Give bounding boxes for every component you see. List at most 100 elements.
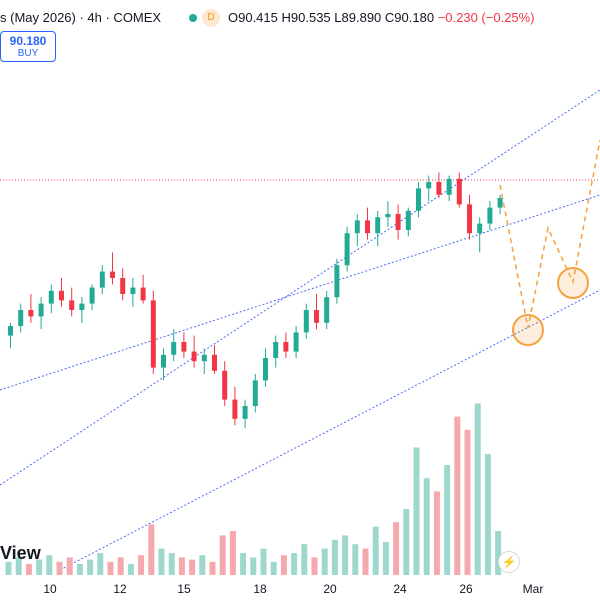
x-tick: 24 — [393, 582, 407, 596]
candle-body — [273, 342, 279, 358]
candle-body — [354, 220, 360, 234]
high-value: H90.535 — [281, 10, 331, 25]
candle-body — [252, 380, 258, 406]
candle-body — [456, 178, 462, 205]
candle-body — [140, 287, 146, 301]
volume-bar — [148, 524, 155, 575]
volume-bar — [423, 478, 430, 575]
change-value: −0.230 (−0.25%) — [437, 10, 535, 25]
chart-header: s (May 2026) · 4h · COMEX D O90.415 H90.… — [0, 0, 600, 36]
candle-body — [416, 188, 421, 211]
volume-bar — [25, 564, 32, 575]
x-tick: 12 — [113, 582, 127, 596]
candle-body — [344, 233, 350, 266]
projection-target-circle — [557, 267, 589, 299]
candle-body — [446, 178, 452, 195]
data-source-badge[interactable]: D — [202, 9, 220, 27]
projection-path — [499, 139, 600, 329]
x-tick: Mar — [522, 582, 544, 596]
volume-bar — [393, 522, 400, 575]
volume-bar — [270, 561, 277, 575]
candle-body — [375, 217, 381, 234]
volume-bar — [352, 544, 359, 575]
volume-bar — [199, 555, 206, 575]
price-chart[interactable] — [0, 0, 600, 580]
volume-bar — [15, 557, 22, 575]
volume-bar — [240, 553, 247, 575]
low-value: L89.890 — [334, 10, 382, 25]
volume-bar — [189, 559, 196, 575]
candle-body — [467, 204, 472, 234]
candle-body — [18, 310, 24, 326]
candle-body — [324, 297, 330, 323]
candle-body — [212, 354, 217, 371]
candle-body — [222, 370, 228, 400]
volume-bar — [433, 491, 440, 575]
candle-body — [426, 182, 432, 189]
candle-body — [150, 300, 156, 368]
volume-bar — [413, 447, 420, 575]
close-value: C90.180 — [384, 10, 435, 25]
candle-body — [334, 265, 340, 298]
candle-body — [477, 223, 483, 234]
candle-body — [436, 182, 442, 195]
candle-body — [110, 271, 115, 278]
candle-body — [395, 214, 401, 230]
candle-body — [405, 210, 411, 230]
candle-body — [38, 303, 44, 317]
volume-bar — [474, 403, 481, 575]
lightning-icon[interactable]: ⚡ — [498, 551, 520, 573]
symbol-title[interactable]: s (May 2026) · 4h · COMEX — [0, 10, 162, 25]
x-tick: 26 — [459, 582, 473, 596]
candle-body — [59, 290, 64, 301]
volume-bar — [444, 465, 451, 575]
candle-body — [232, 399, 238, 419]
volume-bar — [464, 429, 471, 575]
channel-middle-line — [0, 194, 600, 391]
candle-body — [120, 278, 126, 294]
candle-body — [303, 310, 309, 333]
market-open-indicator — [189, 14, 197, 22]
volume-bar — [280, 555, 287, 575]
volume-bar — [117, 557, 124, 575]
candle-body — [48, 290, 54, 304]
volume-bar — [311, 557, 318, 575]
volume-bar — [484, 454, 491, 575]
volume-bar — [321, 548, 328, 575]
volume-bar — [138, 555, 145, 575]
open-value: O90.415 — [228, 10, 278, 25]
candle-body — [201, 354, 207, 362]
candle-body — [497, 198, 503, 208]
candle-body — [89, 287, 95, 304]
volume-bar — [454, 416, 461, 575]
volume-bar — [229, 531, 236, 575]
buy-button[interactable]: 90.180 BUY — [0, 31, 56, 62]
volume-bar — [342, 535, 349, 575]
volume-bar — [178, 557, 185, 575]
candle-body — [28, 310, 34, 317]
volume-bar — [87, 559, 94, 575]
candle-body — [69, 300, 75, 310]
candle-body — [283, 342, 289, 352]
volume-bar — [403, 509, 410, 575]
candle-body — [99, 271, 105, 288]
candle-body — [130, 287, 136, 294]
channel-upper-line — [0, 89, 600, 486]
candle-body — [263, 358, 268, 381]
candle-body — [365, 220, 370, 234]
x-tick: 10 — [43, 582, 57, 596]
buy-price: 90.180 — [9, 34, 47, 48]
volume-bar — [331, 539, 338, 575]
volume-bar — [168, 553, 175, 575]
x-tick: 18 — [253, 582, 267, 596]
candle-body — [191, 351, 197, 362]
candle-body — [8, 326, 13, 336]
volume-bar — [5, 561, 12, 575]
volume-bar — [46, 555, 53, 575]
volume-bar — [301, 544, 308, 575]
candle-body — [314, 310, 319, 323]
volume-bar — [158, 548, 165, 575]
volume-bar — [382, 542, 389, 575]
candle-body — [181, 342, 187, 352]
volume-bar — [260, 548, 267, 575]
